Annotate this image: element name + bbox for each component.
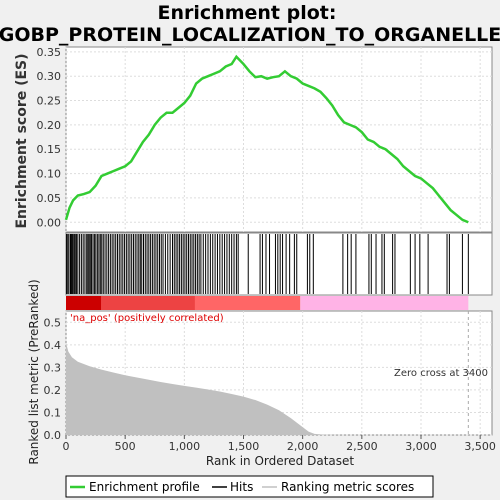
metric-tick-label: 0.5 (44, 316, 62, 329)
enrichment-profile-line (64, 54, 469, 224)
heatmap-strong-positive-region (66, 296, 102, 310)
legend-hits-label: Hits (230, 480, 253, 494)
es-tick-label: 0.15 (37, 143, 62, 156)
x-tick-label: 2,000 (287, 440, 319, 453)
legend-metric-label: Ranking metric scores (281, 480, 414, 494)
na-pos-annotation: 'na_pos' (positively correlated) (70, 313, 224, 324)
x-tick-label: 1,000 (169, 440, 201, 453)
metric-tick-label: 0.2 (44, 384, 62, 397)
metric-tick-label: 0.4 (44, 339, 62, 352)
es-tick-label: 0.10 (37, 168, 62, 181)
x-tick-label: 500 (115, 440, 136, 453)
es-tick-label: 0.25 (37, 95, 62, 108)
x-tick-label: 0 (63, 440, 70, 453)
es-tick-label: 0.05 (37, 192, 62, 205)
x-tick-label: 2,500 (346, 440, 378, 453)
legend-box (65, 475, 434, 498)
legend-enrichment-label: Enrichment profile (89, 480, 200, 494)
es-y-axis-label: Enrichment score (ES) (14, 53, 30, 228)
x-axis-label: Rank in Ordered Dataset (206, 454, 354, 468)
x-tick-label: 3,500 (464, 440, 496, 453)
metric-ticks: 0.0 0.1 0.2 0.3 0.4 0.5 (44, 316, 62, 442)
hit-marks (66, 234, 469, 294)
metric-tick-label: 0.3 (44, 361, 62, 374)
zero-cross-annotation: Zero cross at 3400 (394, 368, 488, 379)
legend: Enrichment profile Hits Ranking metric s… (65, 475, 434, 498)
es-ticks: 0.00 0.05 0.10 0.15 0.20 0.25 0.30 0.35 (37, 46, 62, 229)
es-tick-label: 0.20 (37, 119, 62, 132)
rank-heatmap-bar (66, 296, 469, 310)
metric-tick-label: 0.0 (44, 429, 62, 442)
metric-tick-label: 0.1 (44, 406, 62, 419)
x-tick-label: 3,000 (405, 440, 437, 453)
x-ticks: 0 500 1,000 1,500 2,000 2,500 3,000 3,500 (63, 435, 496, 453)
heatmap-negative-region (300, 296, 469, 310)
es-tick-label: 0.30 (37, 70, 62, 83)
x-tick-label: 1,500 (228, 440, 260, 453)
es-tick-label: 0.00 (37, 216, 62, 229)
metric-y-axis-label: Ranked list metric (PreRanked) (27, 279, 41, 464)
chart-title-line2: GOBP_PROTEIN_LOCALIZATION_TO_ORGANELLE (0, 24, 500, 46)
ranking-metric-area (66, 342, 469, 435)
heatmap-mid-positive-region (101, 296, 195, 310)
chart-title-line1: Enrichment plot: (158, 2, 337, 24)
es-tick-label: 0.35 (37, 46, 62, 59)
